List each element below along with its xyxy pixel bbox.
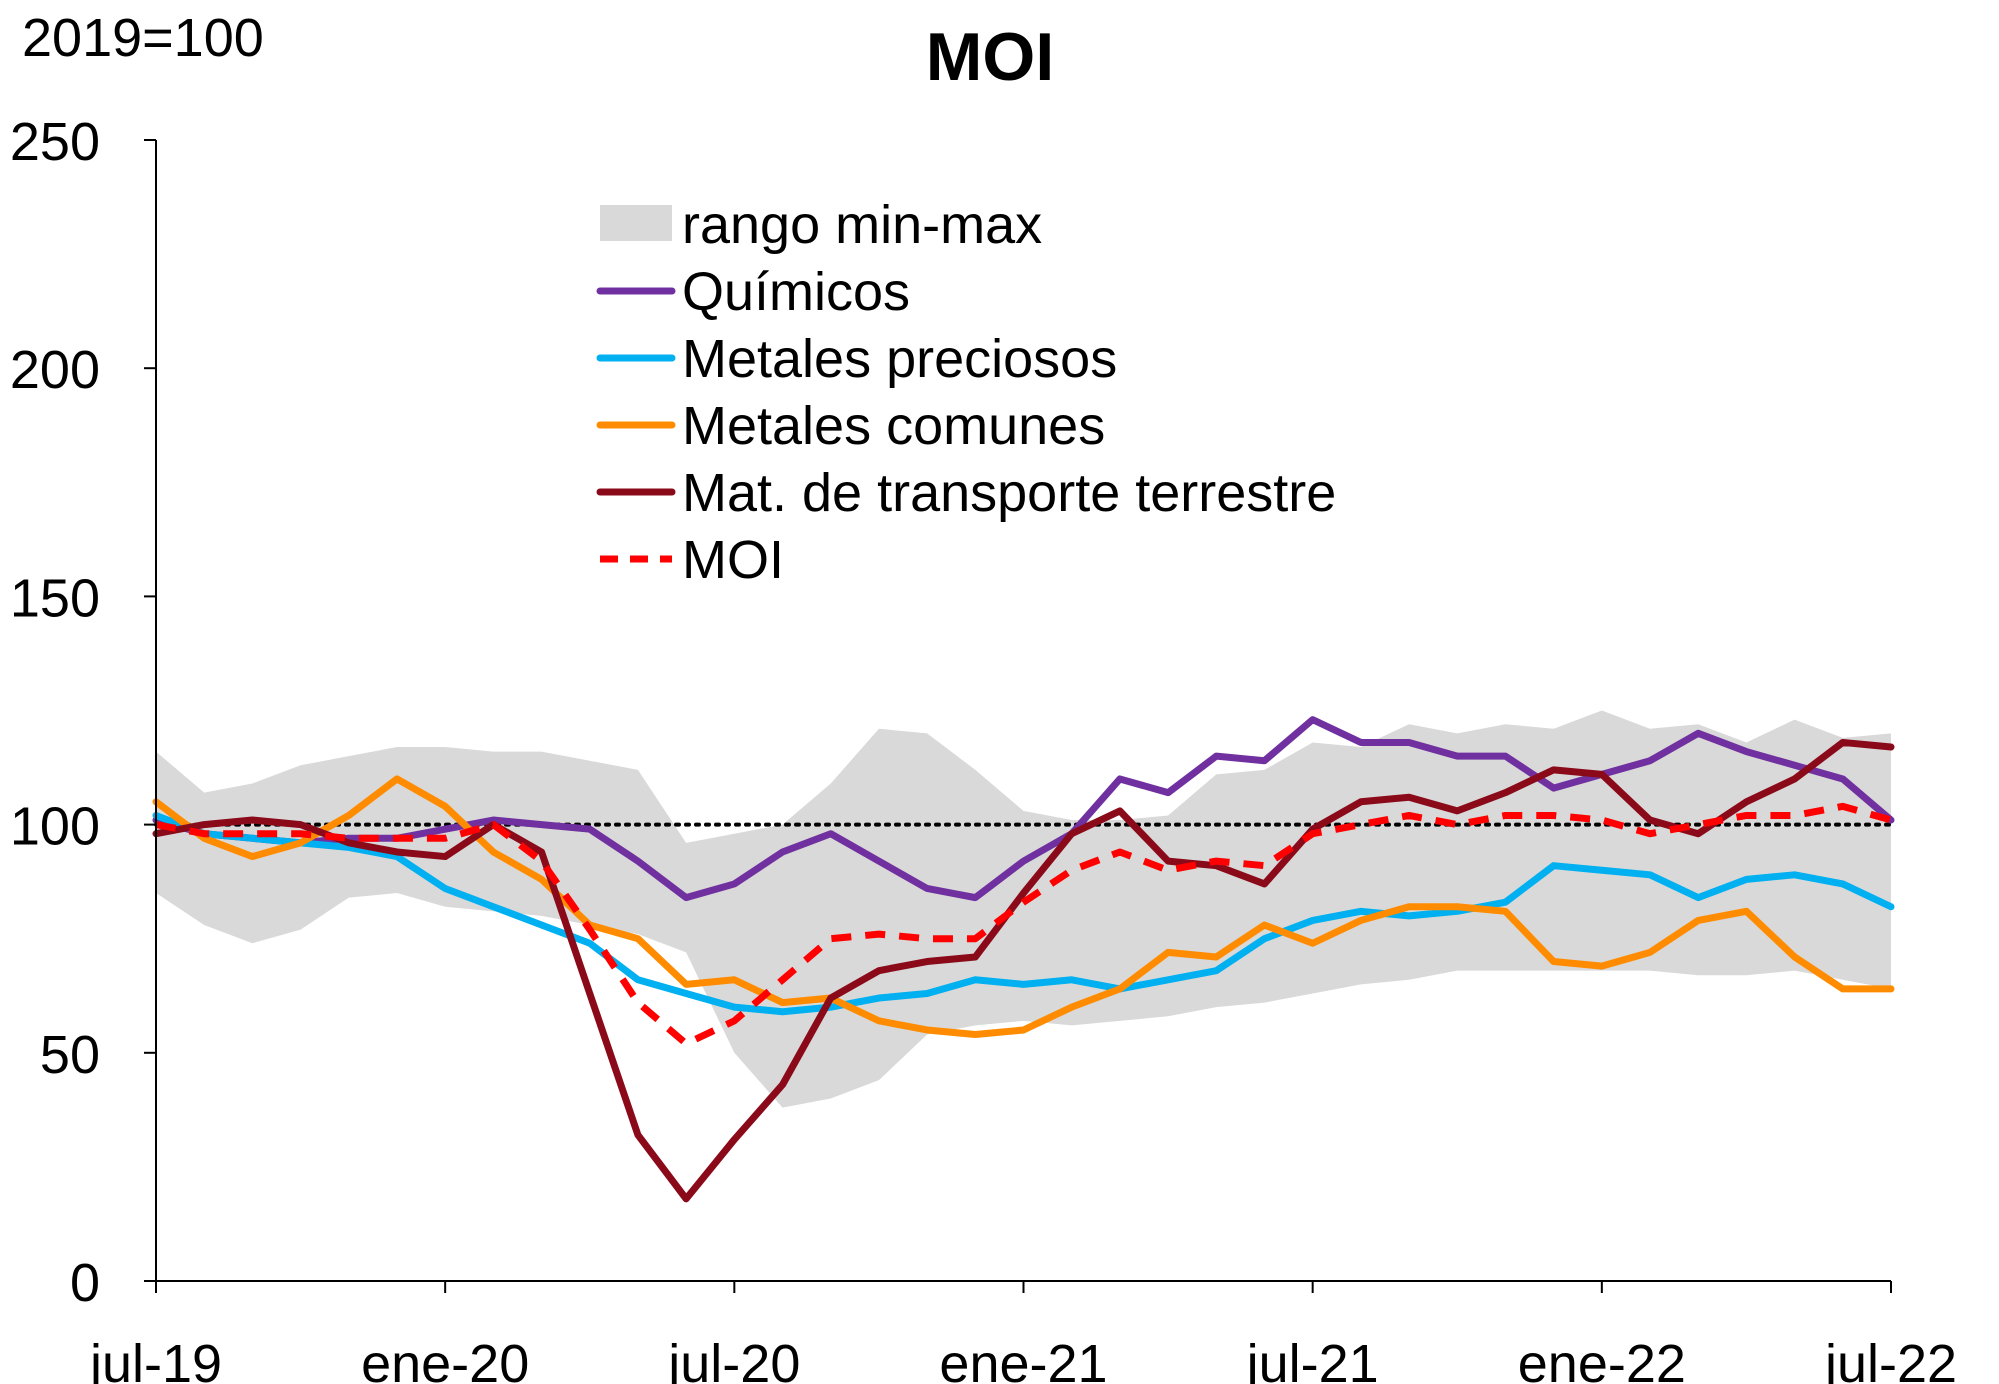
x-tick-label: jul-19 bbox=[88, 1334, 222, 1384]
legend: rango min-max Químicos Metales preciosos Me… bbox=[596, 195, 1336, 590]
x-tick-label: ene-20 bbox=[361, 1334, 529, 1384]
legend-label-3: Mat. de transporte terrestre bbox=[682, 463, 1336, 523]
y-tick-label: 0 bbox=[70, 1253, 100, 1313]
plot-area: 0 50 100 150 200 250 jul-19 ene-20 jul-20 ene-21 j… bbox=[10, 112, 1957, 1384]
y-tick-label: 250 bbox=[10, 112, 100, 172]
series-line-3 bbox=[152, 738, 1895, 1203]
legend-label-4: MOI bbox=[682, 530, 784, 590]
x-tick-label: ene-22 bbox=[1518, 1334, 1686, 1384]
y-axis-unit-label: 2019=100 bbox=[22, 8, 264, 68]
x-tick-label: jul-22 bbox=[1823, 1334, 1957, 1384]
legend-label-2: Metales comunes bbox=[682, 396, 1105, 456]
y-tick-label: 150 bbox=[10, 568, 100, 628]
legend-label-0: Químicos bbox=[682, 262, 910, 322]
series-line-1 bbox=[152, 811, 1895, 1016]
y-tick-label: 200 bbox=[10, 340, 100, 400]
legend-swatch-band bbox=[600, 205, 672, 241]
band-min-max-area bbox=[156, 710, 1891, 1108]
y-tick-label: 100 bbox=[10, 797, 100, 857]
series-line-4 bbox=[155, 802, 1892, 1048]
legend-label-band: rango min-max bbox=[682, 195, 1042, 255]
y-tick-label: 50 bbox=[40, 1025, 100, 1085]
legend-label-1: Metales preciosos bbox=[682, 329, 1117, 389]
x-tick-label: ene-21 bbox=[939, 1334, 1107, 1384]
x-tick-label: jul-20 bbox=[666, 1334, 800, 1384]
x-tick-label: jul-21 bbox=[1245, 1334, 1379, 1384]
chart-title: MOI bbox=[926, 19, 1054, 95]
series-line-2 bbox=[152, 775, 1895, 1039]
